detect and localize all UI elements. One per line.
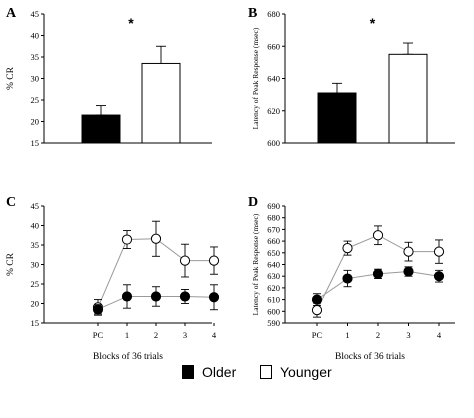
panel-c-point-older [121,291,133,302]
panel-b-y-tick-label: 620 [267,106,280,116]
panel-d-point-older [403,266,414,277]
panel-c-x-tick-label: 3 [183,330,187,340]
panel-b-y-axis-title: Latency of Peak Response (msec) [251,27,260,129]
panel-d-point-older [433,271,445,282]
panel-d-y-tick-label: 670 [267,224,280,234]
panel-c-x-tick-label: PC [93,330,104,340]
panel-b-y-tick-label: 660 [267,41,280,51]
panel-d-point-younger [342,243,353,254]
panel-b-chart: 600 620 640 660 680 Latency of Peak Response … [251,9,455,148]
panel-c-point-younger [150,233,162,244]
panel-d-y-tick-label: 620 [267,283,280,293]
panel-a-y-tick-label: 35 [31,52,40,62]
panel-c-point-older [179,291,191,302]
panel-c-y-tick-label: 40 [31,221,40,231]
panel-d-point-older [372,268,384,279]
panel-d-y-tick-label: 610 [267,295,280,305]
panel-d-point-younger [372,230,384,241]
panel-a-y-tick-label: 30 [31,74,40,84]
panel-a-bar-younger [141,62,181,144]
panel-d-point-younger [433,246,445,257]
panel-c-point-younger [179,255,191,266]
panel-d-y-tick-label: 630 [267,271,280,281]
panel-a-bar-older [81,114,121,144]
legend-item-older: Older [182,364,236,380]
panel-d-x-tick-label: 4 [437,330,442,340]
panel-d-y-tick-label: 590 [267,318,280,328]
panel-a-y-axis-title: % CR [6,66,16,90]
panel-b-bar-older [317,92,357,144]
panel-c-x-tick-label: 1 [125,330,129,340]
panel-b-significance-star: * [370,15,376,31]
panel-c-y-tick-label: 25 [31,279,40,289]
panel-d-chart: 590600610620630640650660670680690Latency… [251,201,455,362]
panel-c-y-axis-title: % CR [6,252,16,276]
panel-c-y-tick-label: 30 [31,260,40,270]
panel-label-a: A [6,6,17,21]
panel-a-y-tick-label: 15 [31,138,40,148]
panel-d-x-tick-label: 1 [345,330,349,340]
panel-d-point-younger [403,246,414,257]
panel-d-x-tick-label: 3 [406,330,410,340]
panel-b-y-tick-label: 680 [267,9,280,19]
panel-d-x-axis-title: Blocks of 36 trials [335,351,405,362]
panel-d-x-tick-label: 2 [376,330,380,340]
panel-a-significance-star: * [128,15,134,31]
panel-c-chart: 15 20 25 30 35 40 45 % CR PC 1 2 3 4 Blocks of 36 tri… [6,201,220,362]
panel-b-y-tick-label: 600 [267,138,280,148]
panel-d-y-tick-label: 600 [267,306,280,316]
panel-d-y-tick-label: 650 [267,248,280,258]
panel-d-y-tick-label: 680 [267,213,280,223]
legend-label-older: Older [202,364,237,380]
panel-d-point-older [342,273,353,284]
legend-label-younger: Younger [280,364,332,380]
panel-c-point-older [92,304,104,315]
panel-a-y-tick-label: 20 [31,117,40,127]
panel-c-y-tick-label: 35 [31,240,40,250]
panel-c-y-tick-label: 45 [31,201,40,211]
panel-c-y-tick-label: 15 [31,318,40,328]
panel-a-y-tick-label: 45 [31,9,40,19]
panel-b-y-tick-label: 640 [267,74,280,84]
panel-d-y-tick-label: 640 [267,260,280,270]
panel-d-y-tick-label: 660 [267,236,280,246]
legend-swatch-older [182,365,194,379]
panel-b-bar-younger [388,53,428,144]
panel-a-y-tick-label: 25 [31,95,40,105]
panel-c-point-older [208,292,220,303]
panel-c-point-younger [121,234,133,245]
panel-c-x-tick-label: 4 [212,330,217,340]
panel-c-y-tick-label: 20 [31,299,40,309]
legend: Older Younger [0,364,474,390]
panel-label-d: D [248,195,258,210]
panel-c-x-tick-label: 2 [154,330,158,340]
panel-d-point-older [311,294,323,305]
panel-label-c: C [6,195,16,210]
panel-c-point-older [150,291,162,302]
panel-d-point-younger [311,305,323,316]
panel-d-y-axis-title: Latency of Peak Response (msec) [251,213,260,315]
panel-a-chart: 15 20 25 30 35 40 45 % CR * [6,9,212,148]
panel-c-point-younger [208,255,220,266]
panel-d-x-tick-label: PC [312,330,323,340]
panel-d-y-tick-label: 690 [267,201,280,211]
panel-a-y-tick-label: 40 [31,31,40,41]
legend-item-younger: Younger [260,364,332,380]
panel-c-x-axis-title: Blocks of 36 trials [93,351,163,362]
panel-label-b: B [248,6,257,21]
legend-swatch-younger [260,365,272,379]
